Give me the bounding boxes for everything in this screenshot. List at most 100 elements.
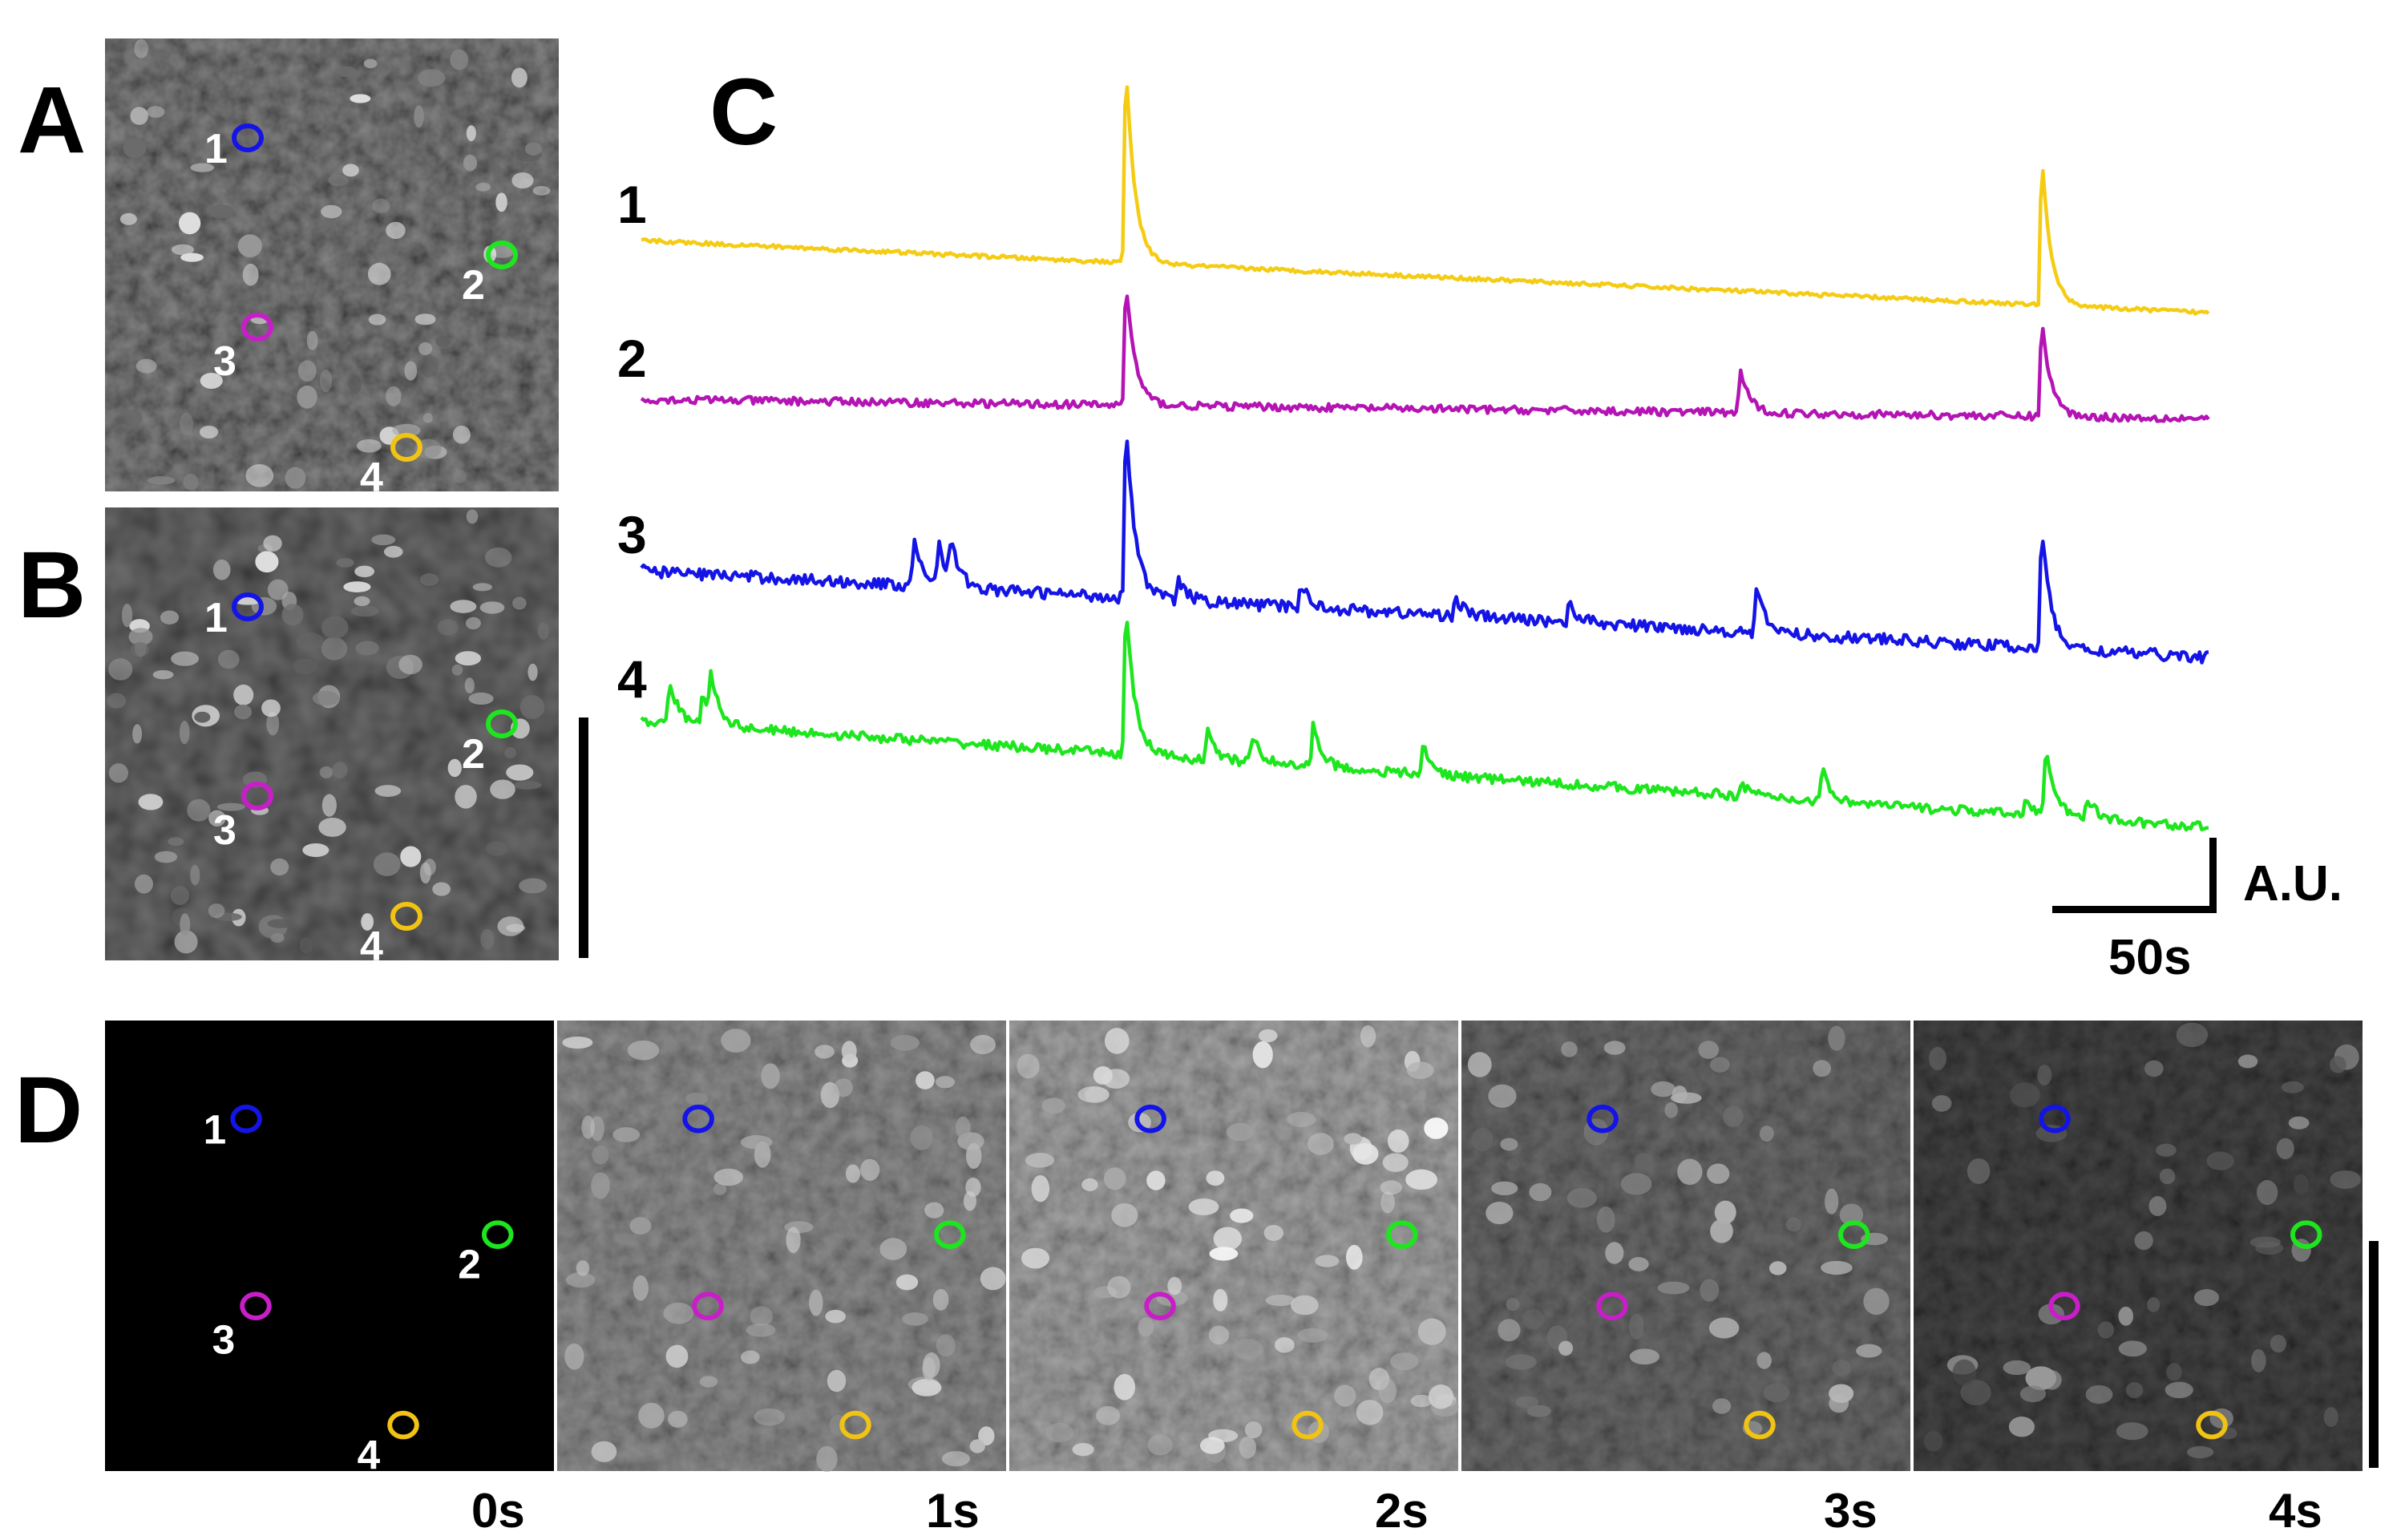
cell-body — [845, 1164, 861, 1183]
cell-body — [627, 1040, 660, 1061]
roi-outline-2 — [1385, 1220, 1418, 1249]
cell-body — [1387, 1129, 1409, 1153]
cell-body — [465, 616, 481, 630]
cell-body — [472, 456, 483, 465]
cell-body — [237, 234, 262, 257]
cell-body — [107, 693, 127, 709]
cell-body — [2257, 1180, 2278, 1206]
cell-body — [2148, 1196, 2167, 1216]
cell-body — [1045, 1422, 1073, 1443]
cell-body — [1657, 1281, 1690, 1295]
roi-label-2: 2 — [462, 731, 485, 778]
roi-outline-2 — [481, 1220, 514, 1249]
cell-body — [267, 919, 296, 928]
cell-body — [490, 245, 515, 258]
cell-body — [1966, 1158, 1991, 1184]
cell-body — [564, 1343, 584, 1370]
cell-body — [161, 168, 175, 180]
cell-body — [1506, 1158, 1520, 1170]
cell-body — [319, 369, 333, 393]
roi-outline-3 — [241, 782, 273, 810]
roi-label-2: 2 — [462, 262, 485, 309]
cell-body — [321, 794, 337, 817]
cell-body — [319, 766, 333, 778]
cell-body — [363, 59, 378, 69]
panel-d-frame-1 — [557, 1021, 1006, 1473]
cell-body — [180, 253, 204, 262]
cell-body — [1759, 1126, 1774, 1142]
cell-body — [132, 724, 143, 744]
cell-body — [1566, 1187, 1597, 1208]
roi-outline-3 — [240, 1291, 272, 1320]
roi-outline-1 — [1134, 1104, 1166, 1134]
cell-body — [860, 1158, 880, 1181]
cell-body — [299, 937, 313, 954]
cell-body — [420, 354, 439, 378]
cell-body — [485, 547, 512, 568]
cell-body — [825, 1309, 846, 1324]
cell-body — [2159, 1168, 2176, 1185]
cell-body — [404, 361, 418, 381]
cell-body — [306, 330, 318, 350]
cell-body — [386, 386, 402, 406]
cell-body — [1025, 1153, 1055, 1168]
cell-body — [378, 236, 394, 246]
time-label-0: 0s — [471, 1484, 525, 1538]
trace-3 — [640, 439, 2209, 665]
cell-body — [321, 637, 348, 661]
cell-body — [740, 1350, 760, 1364]
roi-outline-1 — [682, 1104, 714, 1134]
cell-body — [941, 1451, 970, 1467]
cell-body — [1308, 1133, 1334, 1155]
cell-body — [270, 858, 289, 876]
cell-body — [1096, 1406, 1121, 1425]
cell-body — [1406, 1061, 1434, 1079]
cell-body — [451, 664, 463, 676]
cell-body — [1232, 1338, 1263, 1360]
cell-body — [123, 409, 143, 426]
cell-body — [1344, 1133, 1363, 1145]
cell-body — [1380, 1191, 1395, 1214]
cell-body — [267, 579, 289, 600]
cell-body — [841, 1041, 857, 1061]
cell-body — [827, 1369, 847, 1392]
cell-body — [2281, 1081, 2304, 1093]
cell-body — [1485, 1201, 1514, 1225]
cell-body — [154, 851, 178, 863]
cell-body — [123, 138, 147, 159]
trace-label-3: 3 — [617, 505, 647, 564]
cell-body — [266, 712, 280, 736]
cell-body — [1605, 1242, 1624, 1264]
cell-body — [2329, 1056, 2346, 1073]
cell-body — [1635, 1153, 1653, 1170]
panel-d-frame-4 — [1914, 1021, 2363, 1471]
cell-body — [297, 385, 317, 409]
cell-body — [468, 692, 494, 705]
cell-body — [466, 125, 476, 142]
cell-body — [437, 619, 459, 636]
cell-body — [916, 1071, 935, 1089]
cell-body — [495, 192, 507, 212]
roi-outline-4 — [1291, 1410, 1324, 1440]
cell-body — [1252, 1041, 1273, 1069]
cell-body — [1188, 1198, 1219, 1215]
cell-body — [754, 1408, 786, 1426]
cell-body — [1263, 1225, 1283, 1241]
cell-body — [566, 1272, 596, 1288]
scale-bar-horizontal — [2052, 906, 2217, 913]
cell-body — [180, 913, 191, 936]
cell-body — [935, 1076, 956, 1089]
cell-body — [834, 1078, 853, 1097]
cell-body — [354, 565, 375, 578]
cell-body — [130, 107, 148, 125]
cell-body — [932, 1288, 949, 1311]
cell-body — [910, 1125, 933, 1150]
roi-outline-4 — [1744, 1410, 1776, 1440]
cell-body — [1244, 1421, 1263, 1439]
cell-body — [1382, 1153, 1409, 1172]
cell-body — [208, 903, 225, 919]
roi-outline-1 — [230, 1104, 262, 1134]
panel-d-scale-bar — [2369, 1241, 2379, 1468]
cell-body — [1768, 1261, 1787, 1275]
cell-body — [1829, 1394, 1849, 1413]
